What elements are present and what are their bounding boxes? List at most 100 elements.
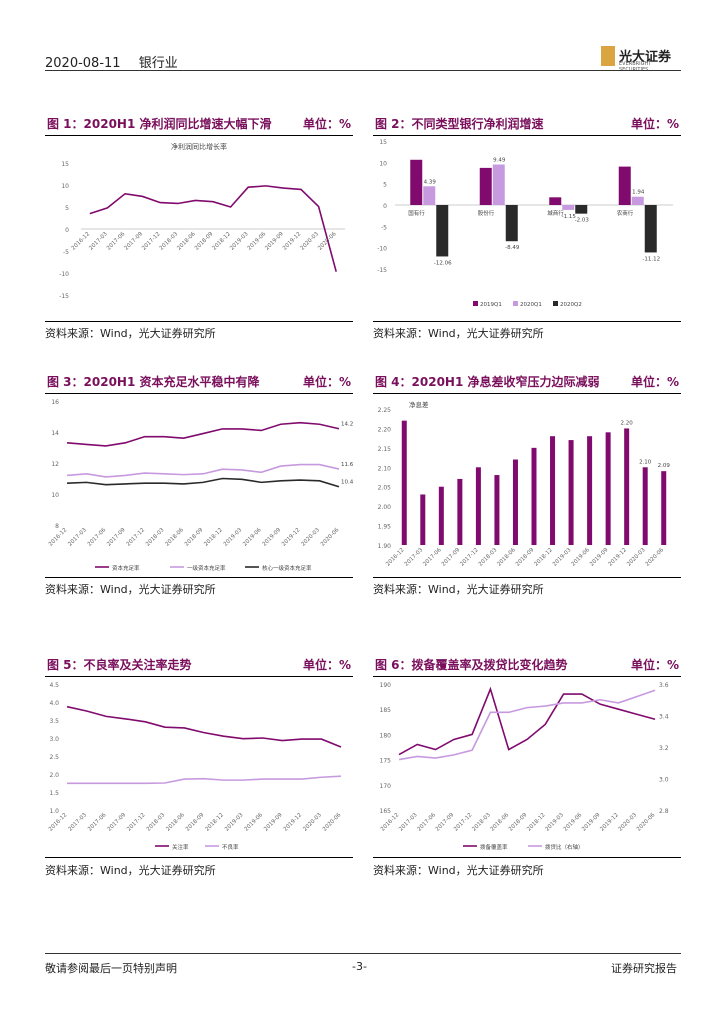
- x-tick-label: 2020-03: [618, 812, 639, 833]
- data-label: 1.94: [632, 190, 645, 196]
- x-tick-label: 2020-06: [317, 231, 338, 252]
- series-line: [66, 477, 340, 488]
- legend-label: 2019Q1: [480, 302, 502, 308]
- x-tick-label: 2018-06: [165, 812, 186, 833]
- y2-tick-label: 2.8: [659, 808, 669, 815]
- y-tick-label: 2.10: [378, 465, 392, 472]
- x-tick-label: 2018-03: [478, 547, 499, 568]
- x-tick-label: 2019-06: [563, 812, 584, 833]
- x-tick-label: 2018-09: [515, 547, 536, 568]
- bar: [575, 205, 588, 214]
- y-tick-label: -15: [59, 293, 69, 300]
- bar: [624, 428, 630, 545]
- y-tick-label: 185: [380, 707, 392, 714]
- footer-disclaimer: 敬请参阅最后一页特别声明: [45, 962, 177, 975]
- end-label: 10.47: [341, 480, 353, 486]
- x-tick-label: 2017-06: [87, 812, 108, 833]
- y-tick-label: 5: [65, 205, 69, 212]
- x-tick-label: 2017-06: [422, 547, 443, 568]
- x-tick-label: 2018-06: [496, 547, 517, 568]
- bar: [505, 205, 518, 242]
- legend-label: 2020Q1: [520, 302, 542, 308]
- x-tick-label: 2019-12: [608, 547, 628, 567]
- chart-2: -15 -10 -5 0 5 10 15 4.39 -12.06 国有行 9.49 -8.49 股份行 -…: [377, 139, 673, 308]
- y-tick-label: 2.25: [378, 407, 392, 414]
- industry-name: 银行业: [138, 56, 178, 71]
- x-tick-label: 2017-03: [404, 547, 425, 568]
- x-tick-label: 2020-06: [320, 527, 341, 548]
- x-tick-label: 2016-12: [385, 547, 405, 567]
- figure-source: 资料来源：Wind，光大证券研究所: [373, 864, 544, 877]
- x-tick-label: 2017-12: [453, 812, 473, 832]
- x-tick-label: 2020-03: [302, 812, 323, 833]
- y-tick-label: 165: [380, 808, 392, 815]
- bar: [550, 436, 556, 545]
- x-tick-label: 2016-12: [48, 527, 68, 547]
- figure-unit: 单位：%: [630, 375, 679, 389]
- logo-name: 光大证券: [619, 50, 672, 65]
- y-tick-label: 4.5: [49, 682, 59, 689]
- x-tick-label: 2017-12: [126, 812, 146, 832]
- data-label: -8.49: [505, 245, 520, 251]
- bar: [410, 159, 423, 205]
- chart-1: 净利润同比增长率-15-10-50510152016-122017-032017…: [59, 142, 345, 300]
- y-tick-label: 10: [51, 492, 59, 499]
- figure-title: 图 2：不同类型银行净利润增速: [375, 117, 544, 131]
- legend-label: 核心一级资本充足率: [262, 564, 312, 572]
- y-tick-label: 2.05: [378, 485, 392, 492]
- header-divider: [45, 70, 681, 71]
- x-tick-label: 2018-12: [204, 812, 224, 832]
- footer-divider: [45, 953, 681, 954]
- x-tick-label: 2019-06: [571, 547, 592, 568]
- y-tick-label: 2.5: [49, 754, 59, 761]
- y-tick-label: -10: [377, 246, 387, 253]
- chart-3: 81012141614.2111.6110.472016-122017-0320…: [48, 399, 353, 572]
- legend-label: 不良率: [222, 843, 239, 851]
- y-tick-label: 0: [383, 203, 387, 210]
- bar: [568, 440, 574, 545]
- figure-unit: 单位：%: [302, 375, 351, 389]
- logo-icon: [601, 46, 615, 66]
- page-number: -3-: [352, 960, 367, 973]
- x-tick-label: 2019-09: [589, 547, 610, 568]
- x-tick-label: 2016-12: [48, 812, 68, 832]
- figure-title: 图 1：2020H1 净利润同比增速大幅下滑: [47, 117, 272, 131]
- y-tick-label: 2.00: [378, 504, 392, 511]
- y-tick-label: 1.90: [378, 543, 392, 550]
- x-tick-label: 2018-12: [533, 547, 553, 567]
- y-tick-label: 15: [61, 161, 69, 168]
- figure-unit: 单位：%: [302, 658, 351, 672]
- x-tick-label: 2017-12: [126, 527, 146, 547]
- x-tick-label: 2019-03: [224, 812, 245, 833]
- x-tick-label: 2018-03: [471, 812, 492, 833]
- y-tick-label: -15: [377, 267, 387, 274]
- x-tick-label: 2019-06: [242, 527, 263, 548]
- x-tick-label: 城商行: [547, 209, 564, 217]
- series-line: [398, 689, 656, 761]
- bar: [423, 186, 436, 205]
- figure-title: 图 4：2020H1 净息差收窄压力边际减弱: [375, 375, 600, 389]
- bar: [436, 205, 449, 257]
- y-tick-label: 12: [51, 461, 59, 468]
- legend-label: 资本充足率: [112, 564, 140, 572]
- bar: [587, 436, 593, 545]
- y-tick-label: 190: [380, 682, 392, 689]
- x-tick-label: 2020-06: [322, 812, 343, 833]
- figure-source: 资料来源：Wind，光大证券研究所: [45, 864, 216, 877]
- source-divider: [45, 321, 353, 322]
- data-label: 2.10: [639, 459, 652, 465]
- x-tick-label: 股份行: [478, 209, 495, 217]
- source-divider: [45, 577, 353, 578]
- x-tick-label: 2018-06: [490, 812, 511, 833]
- x-tick-label: 2019-09: [262, 527, 283, 548]
- y-tick-label: 1.95: [378, 524, 392, 531]
- data-label: -2.03: [575, 218, 590, 224]
- y-tick-label: 10: [379, 160, 387, 167]
- figure-title-bar: 图 5：不良率及关注率走势 单位：%: [45, 654, 353, 677]
- figure-source: 资料来源：Wind，光大证券研究所: [45, 583, 216, 596]
- bar: [618, 166, 631, 205]
- logo-en: EVERBRIGHT SECURITIES: [619, 61, 652, 73]
- series-line: [67, 775, 342, 785]
- x-tick-label: 2019-12: [281, 527, 301, 547]
- x-tick-label: 2018-12: [526, 812, 546, 832]
